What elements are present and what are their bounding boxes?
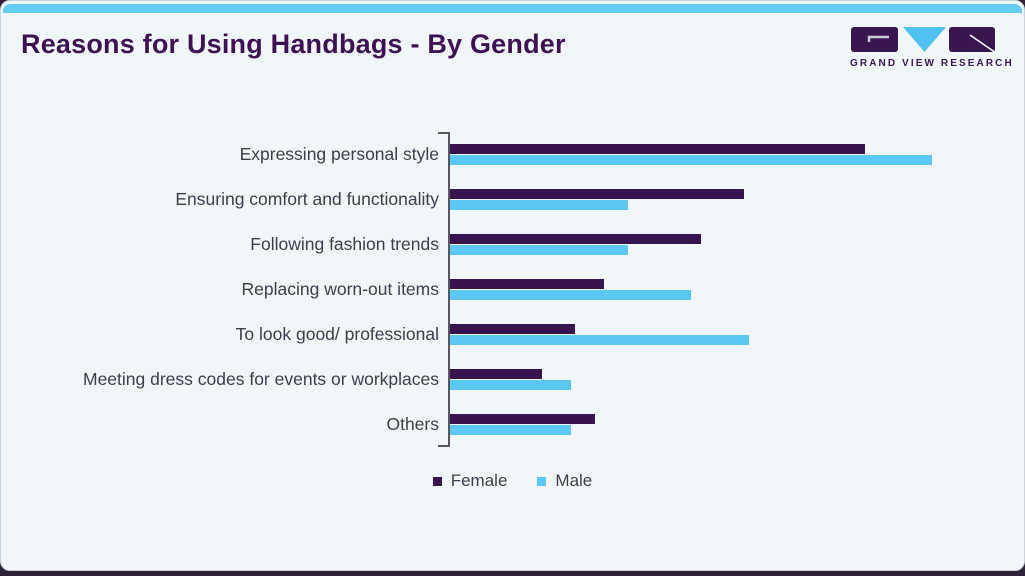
gvr-logo-icon <box>851 27 996 54</box>
bar-group <box>450 402 932 447</box>
legend-label-female: Female <box>450 471 508 490</box>
legend: Female Male <box>1 471 1024 491</box>
category-label: Meeting dress codes for events or workpl… <box>83 369 439 389</box>
legend-item-female: Female <box>432 471 508 491</box>
category-label: Ensuring comfort and functionality <box>175 189 439 209</box>
female-swatch-icon <box>432 476 442 486</box>
category-label: Replacing worn-out items <box>241 279 439 299</box>
top-accent-strip <box>3 4 1022 13</box>
bar-chart: Expressing personal style Ensuring comfor… <box>1 132 932 447</box>
category-label: Others <box>386 414 439 434</box>
bar-group <box>450 177 932 222</box>
bar-female <box>450 414 595 424</box>
brand-name: GRAND VIEW RESEARCH <box>850 58 1014 69</box>
legend-label-male: Male <box>555 471 593 490</box>
bar-group <box>450 222 932 267</box>
plot-area <box>438 132 932 447</box>
bar-male <box>450 335 749 345</box>
bar-group <box>450 312 932 357</box>
bar-male <box>450 200 629 210</box>
category-labels: Expressing personal style Ensuring comfor… <box>1 132 448 447</box>
bar-group <box>450 357 932 402</box>
male-swatch-icon <box>537 476 547 486</box>
bar-group <box>450 267 932 312</box>
bar-female <box>450 324 576 334</box>
bar-female <box>450 234 701 244</box>
bar-male <box>450 380 571 390</box>
bar-group <box>450 132 932 177</box>
bar-male <box>450 155 932 165</box>
category-label: Expressing personal style <box>239 144 439 164</box>
bar-male <box>450 245 629 255</box>
bar-female <box>450 189 745 199</box>
bar-female <box>450 144 865 154</box>
bar-male <box>450 290 691 300</box>
brand-logo: GRAND VIEW RESEARCH <box>850 26 1014 69</box>
category-label: To look good/ professional <box>235 324 439 344</box>
bar-female <box>450 279 605 289</box>
header: Reasons for Using Handbags - By Gender G… <box>1 13 1024 103</box>
bar-male <box>450 425 571 435</box>
category-label: Following fashion trends <box>250 234 439 254</box>
legend-item-male: Male <box>537 471 592 491</box>
bar-female <box>450 369 542 379</box>
page-title: Reasons for Using Handbags - By Gender <box>21 29 566 59</box>
